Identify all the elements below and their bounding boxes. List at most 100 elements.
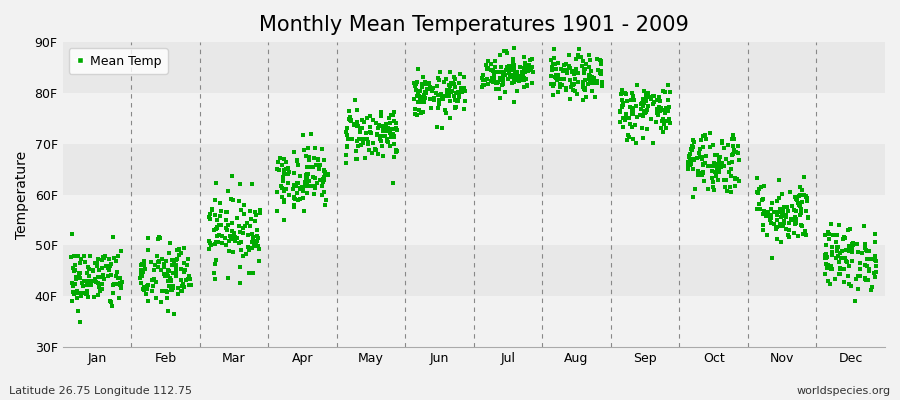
Point xyxy=(707,152,722,158)
Point xyxy=(157,264,171,270)
Point xyxy=(788,220,803,226)
Point xyxy=(846,240,860,246)
Point xyxy=(725,159,740,165)
Point xyxy=(321,172,336,178)
Point xyxy=(245,181,259,188)
Point xyxy=(854,249,868,256)
Point xyxy=(383,128,398,134)
Point xyxy=(318,169,332,175)
Point xyxy=(320,171,334,177)
Point xyxy=(276,217,291,223)
Point xyxy=(457,85,472,92)
Point xyxy=(283,168,297,175)
Point xyxy=(686,166,700,172)
Point xyxy=(160,289,175,295)
Point xyxy=(73,270,87,276)
Point xyxy=(92,267,106,273)
Point xyxy=(556,76,571,82)
Point xyxy=(137,262,151,268)
Legend: Mean Temp: Mean Temp xyxy=(68,48,167,74)
Point xyxy=(386,112,400,118)
Point xyxy=(772,177,787,183)
Point xyxy=(300,164,314,170)
Point xyxy=(560,67,574,73)
Point xyxy=(703,144,717,150)
Point xyxy=(165,262,179,268)
Point xyxy=(657,107,671,114)
Point xyxy=(562,77,577,83)
Point xyxy=(353,129,367,135)
Point xyxy=(577,66,591,73)
Point xyxy=(133,267,148,273)
Point xyxy=(639,92,653,98)
Point xyxy=(790,196,805,203)
Point xyxy=(181,256,195,262)
Point xyxy=(151,258,166,265)
Point xyxy=(427,95,441,102)
Point xyxy=(696,169,710,175)
Point xyxy=(696,160,710,167)
Point xyxy=(387,118,401,124)
Point xyxy=(850,248,865,255)
Point xyxy=(168,257,183,263)
Point xyxy=(287,204,302,210)
Point xyxy=(654,125,669,131)
Point xyxy=(710,164,724,171)
Point xyxy=(480,76,494,82)
Point xyxy=(858,275,872,282)
Point xyxy=(550,76,564,82)
Point xyxy=(451,98,465,104)
Point xyxy=(657,121,671,127)
Point xyxy=(867,270,881,276)
Point xyxy=(150,264,165,270)
Point xyxy=(652,106,666,112)
Point xyxy=(719,176,733,183)
Point xyxy=(164,276,178,283)
Point xyxy=(245,244,259,251)
Point xyxy=(683,151,698,158)
Point xyxy=(776,208,790,214)
Point xyxy=(432,100,446,106)
Point xyxy=(507,79,521,85)
Point xyxy=(385,126,400,132)
Point xyxy=(278,186,293,192)
Point xyxy=(865,284,879,290)
Point xyxy=(202,246,216,252)
Point xyxy=(287,194,302,200)
Point xyxy=(858,243,872,249)
Point xyxy=(685,143,699,149)
Point xyxy=(174,266,188,272)
Point xyxy=(833,270,848,277)
Point xyxy=(500,64,515,71)
Point xyxy=(410,90,425,96)
Point xyxy=(426,85,440,92)
Point xyxy=(451,88,465,95)
Point xyxy=(416,109,430,115)
Point xyxy=(230,214,244,221)
Point xyxy=(484,61,499,67)
Point xyxy=(436,93,450,100)
Point xyxy=(442,93,456,99)
Point xyxy=(210,216,224,223)
Point xyxy=(860,262,874,269)
Point xyxy=(91,274,105,280)
Point xyxy=(89,263,104,269)
Point xyxy=(509,68,524,75)
Point xyxy=(282,170,296,177)
Point xyxy=(313,162,328,168)
Point xyxy=(503,74,517,80)
Point xyxy=(868,262,883,269)
Point xyxy=(166,310,181,317)
Point xyxy=(247,243,261,250)
Point xyxy=(659,124,673,131)
Point xyxy=(583,80,598,86)
Point xyxy=(104,272,118,278)
Point xyxy=(697,178,711,184)
Point xyxy=(414,110,428,116)
Point xyxy=(387,134,401,140)
Point xyxy=(795,222,809,229)
Point xyxy=(94,274,109,280)
Point xyxy=(77,252,92,259)
Point xyxy=(650,110,664,116)
Point xyxy=(94,280,109,287)
